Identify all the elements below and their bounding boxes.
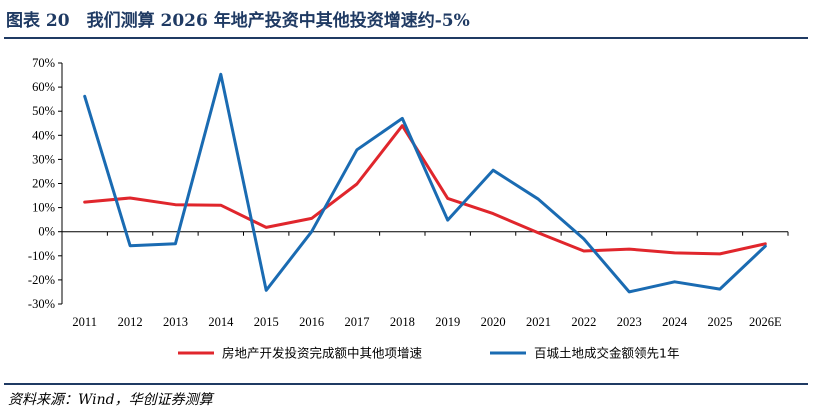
line-chart: -30% -20% -10% 0% 10% 20% 30% 40% 50% 60% 70% 2011 2…: [28, 56, 789, 361]
x-tick-label: 2018: [390, 315, 415, 329]
y-tick-label: -20%: [28, 273, 55, 287]
series-line-1: [83, 124, 767, 256]
series-line-2: [83, 72, 767, 294]
source-note: 资料来源：Wind，华创证券测算: [8, 392, 213, 408]
y-tick-label: 20%: [32, 177, 55, 191]
y-tick-label: 10%: [32, 201, 55, 215]
chart-axes: -30% -20% -10% 0% 10% 20% 30% 40% 50% 60% 70% 2011 2…: [28, 56, 789, 329]
x-tick-label: 2016: [299, 315, 324, 329]
y-tick-label: 0%: [38, 225, 55, 239]
x-tick-label: 2017: [344, 315, 369, 329]
x-tick-label: 2022: [571, 315, 596, 329]
y-tick-label: -30%: [28, 297, 55, 311]
x-tick-label: 2015: [254, 315, 279, 329]
x-tick-label: 2019: [435, 315, 460, 329]
y-tick-label: 70%: [32, 56, 55, 70]
y-tick-label: 60%: [32, 80, 55, 94]
x-tick-label: 2025: [707, 315, 732, 329]
x-tick-label: 2024: [662, 315, 688, 329]
legend-label-2: 百城土地成交金额领先1年: [534, 346, 679, 361]
x-tick-label: 2013: [163, 315, 188, 329]
x-tick-label: 2014: [208, 315, 234, 329]
x-tick-label: 2026E: [749, 315, 782, 329]
y-tick-label: 50%: [32, 104, 55, 118]
source-rule: [4, 383, 808, 385]
x-tick-label: 2012: [118, 315, 143, 329]
y-tick-label: 40%: [32, 128, 55, 142]
title-rule: [4, 37, 808, 39]
chart-legend: 房地产开发投资完成额中其他项增速 百城土地成交金额领先1年: [178, 346, 679, 361]
chart-series: [83, 72, 767, 294]
legend-label-1: 房地产开发投资完成额中其他项增速: [222, 346, 423, 361]
y-tick-label: -10%: [28, 249, 55, 263]
x-tick-label: 2020: [481, 315, 506, 329]
x-tick-label: 2021: [526, 315, 551, 329]
x-tick-label: 2023: [617, 315, 642, 329]
figure-title: 图表 20 我们测算 2026 年地产投资中其他投资增速约-5%: [6, 11, 470, 31]
y-tick-label: 30%: [32, 152, 55, 166]
x-tick-label: 2011: [72, 315, 97, 329]
